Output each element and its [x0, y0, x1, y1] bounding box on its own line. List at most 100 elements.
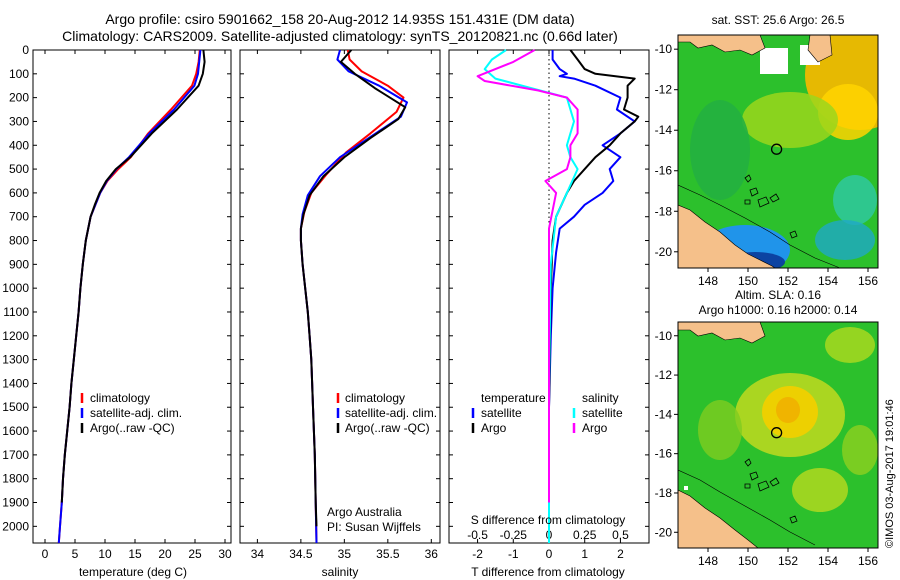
- longitude-tick-label: 152: [778, 274, 798, 288]
- depth-tick-label: 2000: [2, 519, 29, 533]
- x-tick-label: 20: [158, 547, 172, 561]
- latitude-tick-label: -12: [655, 83, 673, 97]
- depth-tick-label: 1900: [2, 496, 29, 510]
- high-sla-patch: [825, 327, 875, 363]
- depth-tick-label: 1100: [3, 305, 29, 319]
- legend-t-satellite-label: satellite: [481, 406, 522, 420]
- x-tick-label: 36: [425, 547, 439, 561]
- temperature-x-axis-label: temperature (deg C): [79, 565, 187, 579]
- high-sla-patch: [842, 425, 878, 475]
- sla-map-title-line2: Argo h1000: 0.16 h2000: 0.14: [699, 303, 858, 317]
- longitude-tick-label: 152: [778, 554, 798, 568]
- depth-tick-label: 800: [9, 234, 29, 248]
- x-tick-label: 15: [128, 547, 142, 561]
- series-line-t-satellite: [548, 50, 636, 543]
- latitude-tick-label: -18: [655, 204, 673, 218]
- longitude-tick-label: 154: [818, 274, 838, 288]
- latitude-tick-label: -10: [655, 329, 673, 343]
- difference-legend: temperature satellite Argo salinity sate…: [471, 391, 623, 435]
- x-tick-label: 0: [42, 547, 49, 561]
- latitude-tick-label: -20: [655, 245, 673, 259]
- longitude-tick-label: 156: [858, 274, 878, 288]
- cool-sst-patch: [815, 220, 875, 260]
- depth-tick-label: 600: [9, 186, 29, 200]
- sla-map-frame: [677, 321, 879, 549]
- legend-salinity-heading: salinity: [582, 391, 619, 405]
- x-tick-label: 30: [218, 547, 232, 561]
- legend-s-satellite-label: satellite: [582, 406, 623, 420]
- longitude-tick-label: 154: [818, 554, 838, 568]
- legend-climatology-label: climatology: [90, 391, 150, 405]
- figure-title-line2: Climatology: CARS2009. Satellite-adjuste…: [62, 28, 618, 44]
- program-name: Argo Australia: [327, 505, 402, 519]
- sla-map-panel: Altim. SLA: 0.16 Argo h1000: 0.16 h2000:…: [655, 288, 879, 568]
- shelf-contour: [678, 184, 841, 268]
- australia-land: [678, 204, 776, 268]
- depth-tick-label: 1800: [2, 472, 29, 486]
- new-guinea-land: [678, 35, 766, 56]
- sst-map-frame: [677, 34, 879, 269]
- latitude-tick-label: -10: [655, 42, 673, 56]
- coral-sea-reefs: [744, 174, 798, 239]
- temperature-profile-panel: 0100200300400500600700800900100011001200…: [2, 43, 232, 579]
- depth-tick-label: 200: [9, 91, 29, 105]
- longitude-tick-label: 148: [698, 554, 718, 568]
- depth-tick-label: 900: [9, 257, 29, 271]
- series-line-climatology: [299, 49, 405, 544]
- depth-tick-label: 500: [9, 162, 29, 176]
- depth-tick-label: 1400: [2, 376, 29, 390]
- x-tick-label: 0: [546, 547, 553, 561]
- depth-tick-label: 0: [22, 43, 29, 57]
- s-diff-tick-label: -0.25: [500, 528, 528, 542]
- salinity-plot-frame: [239, 49, 441, 544]
- sst-map-title: sat. SST: 25.6 Argo: 26.5: [712, 13, 845, 27]
- legend-argo-label: Argo(..raw -QC): [345, 421, 430, 435]
- coral-sea-reefs: [744, 458, 798, 524]
- longitude-tick-label: 148: [698, 274, 718, 288]
- temperature-plot-frame: [32, 49, 232, 544]
- legend-satellite-label: satellite-adj. clim.: [345, 406, 437, 420]
- depth-tick-label: 1300: [2, 353, 29, 367]
- latitude-tick-label: -16: [655, 164, 673, 178]
- s-diff-tick-label: 0.25: [573, 528, 597, 542]
- x-tick-label: 34.5: [289, 547, 313, 561]
- cool-sst-patch: [833, 175, 877, 225]
- series-line-argo-raw-qc: [60, 49, 206, 503]
- australia-land: [678, 489, 759, 548]
- x-tick-label: 35.5: [376, 547, 400, 561]
- depth-tick-label: 1700: [2, 448, 29, 462]
- shelf-contour: [678, 469, 816, 546]
- missing-data-cell: [684, 486, 688, 490]
- series-line-s-argo: [476, 49, 579, 503]
- principal-investigator: PI: Susan Wijffels: [327, 520, 421, 534]
- difference-profile-panel: -2 -1 0 1 2-0.5 -0.25 0 0.25 0.5 S difference fr…: [448, 49, 650, 579]
- latitude-tick-label: -14: [655, 407, 673, 421]
- latitude-tick-label: -16: [655, 447, 673, 461]
- warm-sst-patch: [742, 92, 838, 148]
- temperature-difference-axis-label: T difference from climatology: [471, 565, 625, 579]
- longitude-tick-label: 150: [738, 554, 758, 568]
- salinity-profile-panel: 34 34.5 35 35.5 36 salinity climatology sate…: [239, 49, 441, 579]
- depth-tick-label: 700: [9, 210, 29, 224]
- x-tick-label: 2: [617, 547, 624, 561]
- x-tick-label: 34: [251, 547, 265, 561]
- x-tick-label: 25: [188, 547, 202, 561]
- depth-tick-label: 400: [9, 138, 29, 152]
- cloud-gap: [760, 48, 788, 74]
- high-sla-patch: [792, 468, 848, 512]
- depth-tick-label: 1500: [2, 400, 29, 414]
- x-tick-label: 10: [98, 547, 112, 561]
- series-line-argo-raw-qc: [299, 49, 407, 527]
- latitude-tick-label: -18: [655, 486, 673, 500]
- latitude-tick-label: -20: [655, 525, 673, 539]
- depth-tick-label: 100: [9, 67, 29, 81]
- series-line-s-satellite: [483, 49, 579, 543]
- x-tick-label: -2: [472, 547, 483, 561]
- new-guinea-land: [678, 322, 766, 344]
- depth-tick-label: 1000: [2, 281, 29, 295]
- depth-tick-label: 1200: [2, 329, 29, 343]
- high-sla-patch: [698, 400, 742, 460]
- s-diff-tick-label: -0.5: [467, 528, 488, 542]
- legend-temperature-heading: temperature: [481, 391, 546, 405]
